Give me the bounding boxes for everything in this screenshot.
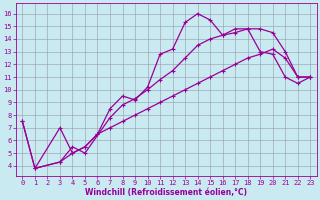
X-axis label: Windchill (Refroidissement éolien,°C): Windchill (Refroidissement éolien,°C) — [85, 188, 247, 197]
